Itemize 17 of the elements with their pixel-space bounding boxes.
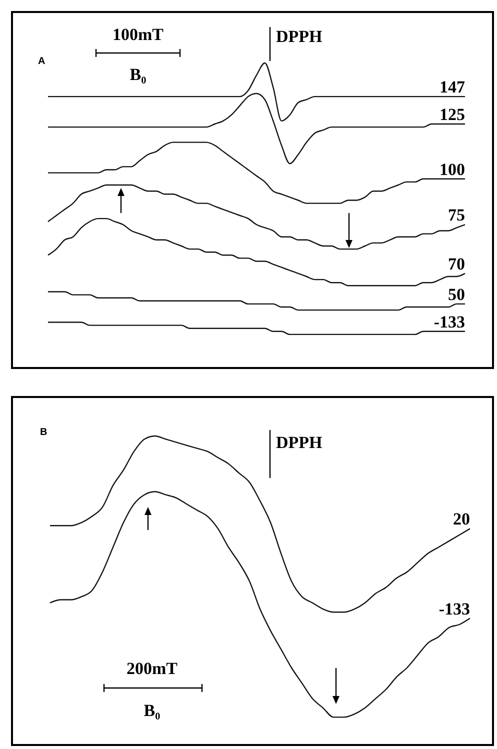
annotation: B₀ <box>144 701 160 720</box>
series-label: 147 <box>440 78 466 97</box>
annotation: 200mT <box>126 659 178 678</box>
text: 100mT <box>112 25 164 44</box>
text: DPPH <box>276 27 322 46</box>
series-label: 70 <box>448 254 465 274</box>
annotation: DPPH <box>276 433 322 452</box>
series-label: 100 <box>440 160 465 179</box>
annotation: B₀ <box>130 65 146 84</box>
annotation: B <box>40 427 48 438</box>
annotation: A <box>38 56 46 67</box>
series-label: 20 <box>453 510 470 529</box>
series-label: -133 <box>438 599 470 618</box>
series-label: 75 <box>448 206 465 225</box>
series-label: -133 <box>434 312 465 332</box>
series-label: 50 <box>448 284 465 304</box>
series-label: 125 <box>440 105 465 124</box>
